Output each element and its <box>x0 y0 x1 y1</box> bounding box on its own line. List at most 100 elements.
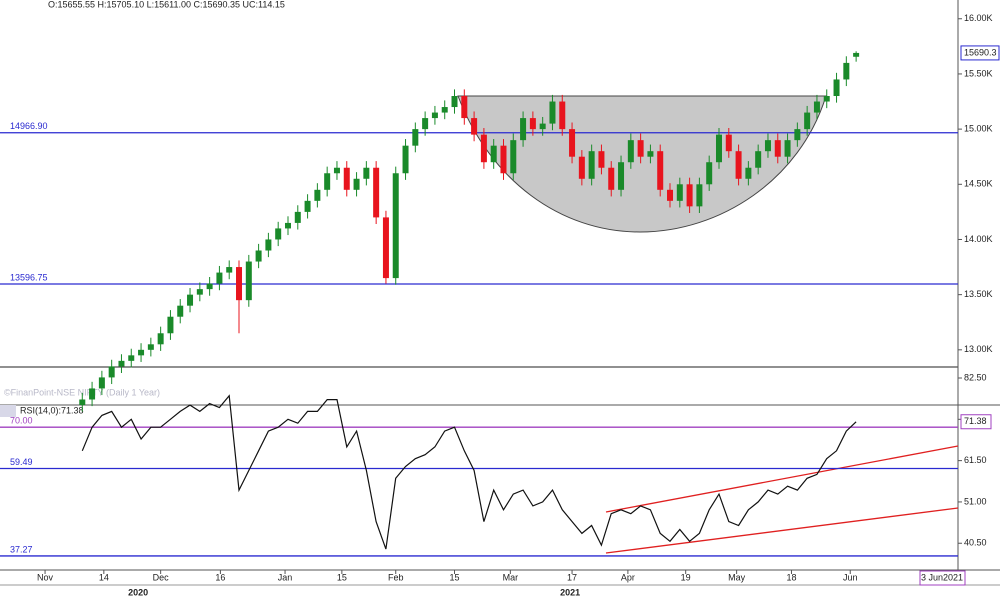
level-label: 70.00 <box>10 416 33 426</box>
candle-body <box>108 366 115 378</box>
candle-body <box>608 167 615 190</box>
year-label: 2021 <box>560 587 580 597</box>
candle-body <box>745 167 752 179</box>
candle-body <box>520 118 527 141</box>
candle-body <box>167 316 174 334</box>
candle-body <box>245 261 252 301</box>
candle-body <box>98 377 105 389</box>
candle-body <box>618 162 625 190</box>
candle-body <box>451 96 458 108</box>
candle-body <box>382 217 389 279</box>
y-tick-label: 14.50K <box>964 179 993 189</box>
level-label: 59.49 <box>10 457 33 467</box>
candle-body <box>89 388 96 400</box>
x-tick-label: 17 <box>567 572 577 582</box>
candle-body <box>422 118 429 130</box>
candle-body <box>490 145 497 163</box>
candle-body <box>588 151 595 179</box>
candle-body <box>657 151 664 190</box>
x-tick-label: 14 <box>99 572 109 582</box>
candle-body <box>539 123 546 130</box>
date-label: 3 Jun2021 <box>921 572 963 582</box>
x-tick-label: Jun <box>843 572 858 582</box>
x-tick-label: May <box>728 572 746 582</box>
candle-body <box>392 173 399 279</box>
candle-body <box>265 239 272 251</box>
candle-body <box>529 118 536 130</box>
candle-body <box>441 107 448 113</box>
candle-body <box>196 289 203 295</box>
candle-body <box>686 184 693 207</box>
x-tick-label: 18 <box>786 572 796 582</box>
candle-body <box>431 112 438 119</box>
candle-body <box>324 173 331 190</box>
candle-body <box>598 151 605 168</box>
level-label: 37.27 <box>10 544 33 554</box>
y-tick-label: 16.00K <box>964 13 993 23</box>
candle-body <box>637 140 644 157</box>
candle-body <box>471 118 478 135</box>
x-tick-label: 15 <box>450 572 460 582</box>
candle-body <box>138 349 145 356</box>
candle-body <box>461 96 468 119</box>
x-tick-label: Nov <box>37 572 54 582</box>
last-value-box <box>960 45 1000 61</box>
candle-body <box>373 167 380 218</box>
x-tick-label: Dec <box>153 572 170 582</box>
candle-body <box>853 52 860 57</box>
y-tick-label: 14.00K <box>964 234 993 244</box>
candle-body <box>774 140 781 157</box>
candle-body <box>764 140 771 152</box>
candle-body <box>549 101 556 124</box>
candle-body <box>79 399 86 405</box>
candle-body <box>275 228 282 240</box>
last-value-label: 15690.3 <box>964 47 997 57</box>
candle-body <box>314 189 321 201</box>
candle-body <box>569 129 576 157</box>
candle-body <box>177 305 184 317</box>
rsi-title: RSI(14,0):71.38 <box>20 405 84 415</box>
candle-body <box>559 101 566 130</box>
candle-body <box>304 200 311 212</box>
x-tick-label: Jan <box>278 572 293 582</box>
candle-body <box>578 156 585 179</box>
candle-body <box>804 112 811 130</box>
last-value-box <box>960 414 992 430</box>
candle-body <box>294 211 301 223</box>
y-tick-label: 13.50K <box>964 289 993 299</box>
ohlc-label: O:15655.55 H:15705.10 L:15611.00 C:15690… <box>48 0 285 9</box>
y-tick-label: 15.50K <box>964 68 993 78</box>
x-tick-label: Apr <box>621 572 635 582</box>
candle-body <box>147 344 154 350</box>
x-tick-label: 19 <box>681 572 691 582</box>
candle-body <box>402 145 409 174</box>
candle-body <box>676 184 683 201</box>
candle-body <box>784 140 791 157</box>
candle-body <box>510 140 517 174</box>
y-tick-label: 40.50 <box>964 538 987 548</box>
candle-body <box>206 283 213 290</box>
y-tick-label: 61.50 <box>964 455 987 465</box>
candle-body <box>755 151 762 168</box>
candle-body <box>157 333 164 345</box>
candle-body <box>823 96 830 102</box>
candle-body <box>333 167 340 174</box>
y-tick-label: 51.00 <box>964 496 987 506</box>
trend-line <box>605 445 959 513</box>
y-tick-label: 13.00K <box>964 344 993 354</box>
candle-body <box>118 360 125 367</box>
candle-body <box>706 162 713 185</box>
candle-body <box>216 272 223 284</box>
x-tick-label: 16 <box>215 572 225 582</box>
candle-body <box>667 189 674 201</box>
date-box <box>919 570 966 586</box>
candle-body <box>843 62 850 80</box>
candle-body <box>480 134 487 163</box>
candle-body <box>284 222 291 229</box>
panel-icon <box>0 405 16 417</box>
year-label: 2020 <box>128 587 148 597</box>
candle-body <box>226 267 233 273</box>
candle-body <box>128 355 135 361</box>
